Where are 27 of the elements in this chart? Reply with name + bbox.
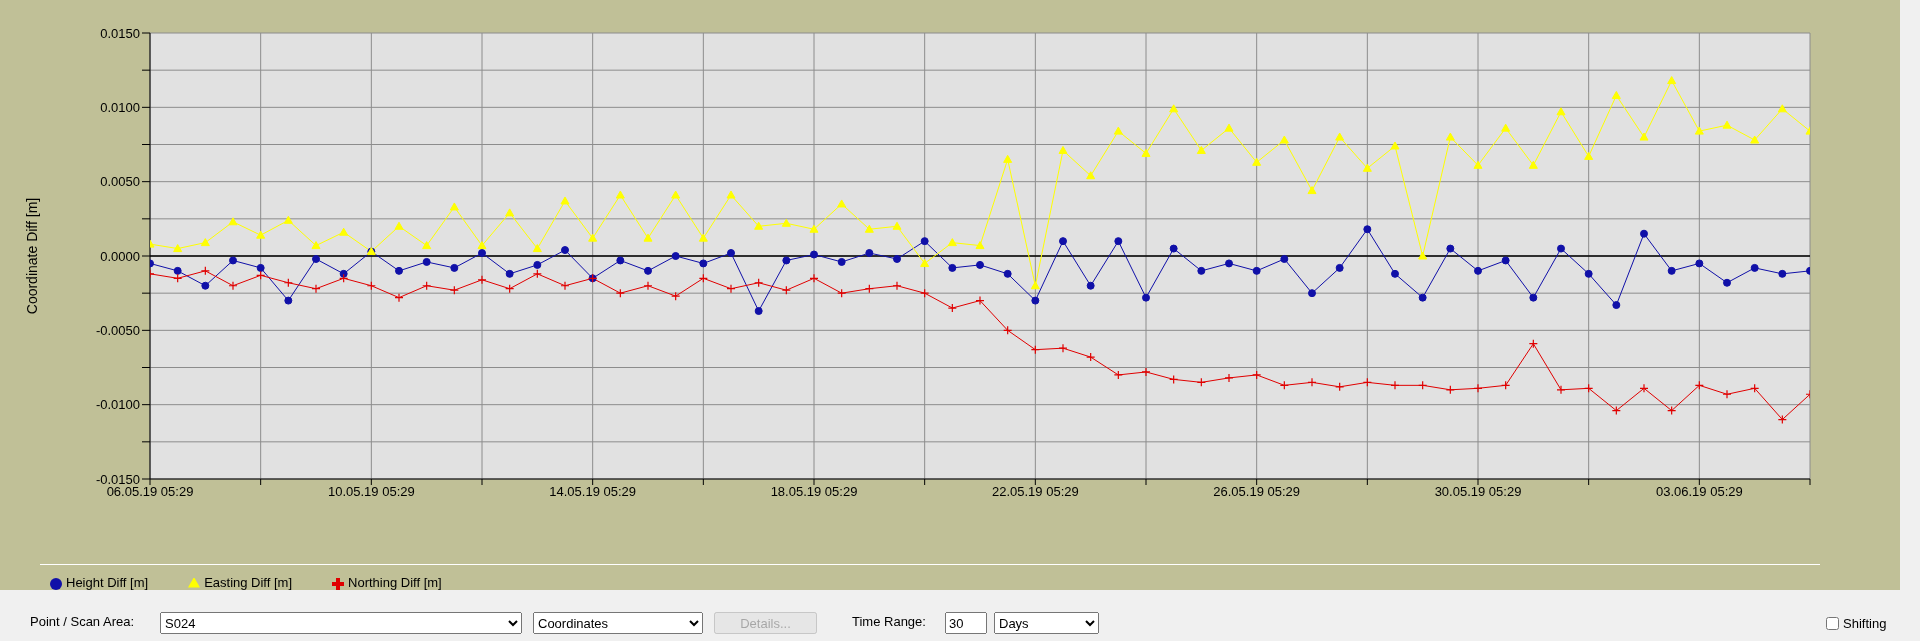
details-button: Details... xyxy=(714,612,817,634)
text: Shifting xyxy=(1842,614,1888,633)
x-tick-label: 06.05.19 05:29 xyxy=(106,484,194,500)
x-tick-label: 03.06.19 05:29 xyxy=(1655,484,1743,500)
y-tick-label: 0.0000 xyxy=(100,248,140,264)
unit-dropdown: Days xyxy=(994,612,1099,634)
x-tick-label: 18.05.19 05:29 xyxy=(770,484,858,500)
y-axis-title: Coordinate Diff [m] xyxy=(23,197,40,315)
mode-dropdown: Coordinates xyxy=(533,612,703,634)
range-field: 30 xyxy=(945,612,987,634)
x-tick-label: 22.05.19 05:29 xyxy=(991,484,1079,500)
y-tick-label: -0.0150 xyxy=(95,471,140,487)
text: Time Range: xyxy=(852,614,926,631)
text: Point / Scan Area: xyxy=(30,614,135,631)
x-tick-label: 14.05.19 05:29 xyxy=(549,484,637,500)
y-tick-label: -0.0100 xyxy=(95,397,140,413)
legend-label: Northing Diff [m] xyxy=(348,575,442,590)
x-tick-label: 26.05.19 05:29 xyxy=(1213,484,1301,500)
x-tick-label: 30.05.19 05:29 xyxy=(1434,484,1522,500)
area-dropdown: S024 xyxy=(160,612,522,634)
y-tick-label: 0.0050 xyxy=(100,174,140,190)
legend-label: Height Diff [m] xyxy=(66,575,149,590)
y-tick-label: 0.0150 xyxy=(100,25,140,41)
y-tick-label: 0.0100 xyxy=(100,99,140,115)
x-tick-label: 10.05.19 05:29 xyxy=(327,484,415,500)
legend-label: Easting Diff [m] xyxy=(204,575,293,590)
y-tick-label: -0.0050 xyxy=(95,322,140,338)
